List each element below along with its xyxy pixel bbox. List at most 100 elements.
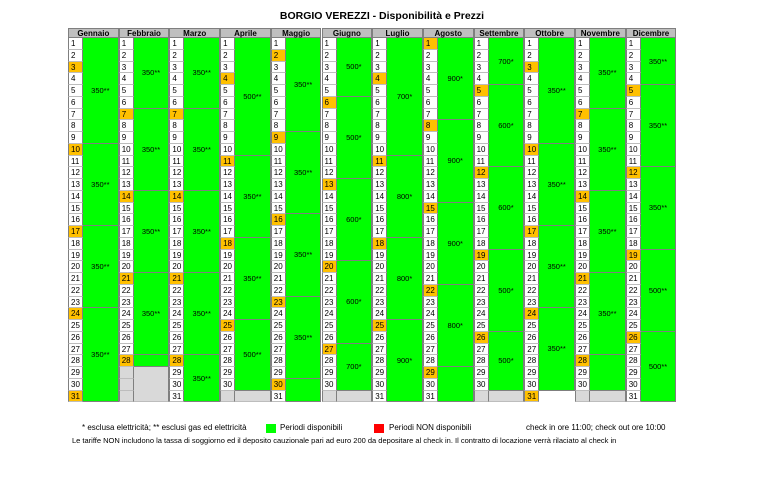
day-aprile-21: 21 (220, 273, 236, 285)
day-giugno-4: 4 (321, 73, 337, 85)
day-maggio-29: 29 (270, 367, 286, 379)
day-agosto-12: 12 (422, 167, 438, 179)
month-header-ottobre: Ottobre (524, 28, 575, 38)
day-ottobre-14: 14 (524, 190, 540, 203)
day-giugno-3: 3 (321, 61, 337, 74)
price-block-dicembre-3: 350** (640, 167, 677, 250)
day-gennaio-21: 21 (68, 273, 83, 285)
day-luglio-7: 7 (372, 108, 388, 121)
day-marzo-11: 11 (169, 155, 185, 168)
day-luglio-22: 22 (372, 284, 388, 297)
price-block-gennaio-3: 350** (83, 226, 119, 309)
day-febbraio-2: 2 (118, 49, 134, 62)
day-febbraio-7: 7 (118, 108, 134, 121)
day-novembre-4: 4 (575, 73, 590, 85)
day-dicembre-12: 12 (625, 167, 641, 179)
day-marzo-17: 17 (169, 226, 185, 238)
price-block-maggio-3: 350** (285, 214, 322, 297)
legend-checkin: check in ore 11:00; check out ore 10:00 (526, 423, 666, 432)
day-giugno-22: 22 (321, 284, 337, 297)
day-settembre-14: 14 (473, 190, 489, 203)
month-header-aprile: Aprile (220, 28, 271, 38)
price-block-luglio-3: 800* (387, 237, 423, 320)
day-dicembre-4: 4 (625, 73, 641, 85)
day-gennaio-26: 26 (68, 331, 83, 344)
day-novembre-21: 21 (575, 273, 590, 285)
price-block-luglio-2: 800* (387, 155, 423, 238)
day-maggio-3: 3 (270, 61, 286, 74)
day-aprile-19: 19 (220, 249, 236, 262)
day-settembre-28: 28 (473, 355, 489, 367)
day-agosto-18: 18 (422, 237, 438, 250)
day-febbraio-16: 16 (118, 214, 134, 226)
day-dicembre-14: 14 (625, 190, 641, 203)
day-aprile-6: 6 (220, 96, 236, 109)
day-maggio-27: 27 (270, 343, 286, 356)
day-gennaio-11: 11 (68, 155, 83, 168)
day-maggio-17: 17 (270, 226, 286, 238)
day-luglio-5: 5 (372, 85, 388, 97)
day-ottobre-22: 22 (524, 284, 540, 297)
day-ottobre-6: 6 (524, 96, 540, 109)
day-aprile-14: 14 (220, 190, 236, 203)
day-marzo-2: 2 (169, 49, 185, 62)
day-gennaio-13: 13 (68, 179, 83, 191)
day-aprile-22: 22 (220, 284, 236, 297)
day-dicembre-17: 17 (625, 226, 641, 238)
day-novembre-23: 23 (575, 296, 590, 309)
day-agosto-10: 10 (422, 143, 438, 156)
day-luglio-29: 29 (372, 367, 388, 379)
day-settembre-20: 20 (473, 261, 489, 273)
empty-day-giugno-31 (321, 390, 337, 403)
day-luglio-14: 14 (372, 190, 388, 203)
day-luglio-16: 16 (372, 214, 388, 226)
day-febbraio-1: 1 (118, 38, 134, 50)
day-febbraio-27: 27 (118, 343, 134, 356)
day-luglio-2: 2 (372, 49, 388, 62)
day-dicembre-7: 7 (625, 108, 641, 121)
day-ottobre-1: 1 (524, 38, 540, 50)
day-dicembre-6: 6 (625, 96, 641, 109)
day-febbraio-26: 26 (118, 331, 134, 344)
day-settembre-30: 30 (473, 378, 489, 391)
day-marzo-6: 6 (169, 96, 185, 109)
day-novembre-22: 22 (575, 284, 590, 297)
day-aprile-9: 9 (220, 132, 236, 144)
day-agosto-7: 7 (422, 108, 438, 121)
day-maggio-9: 9 (270, 132, 286, 144)
day-novembre-12: 12 (575, 167, 590, 179)
day-dicembre-11: 11 (625, 155, 641, 168)
day-luglio-20: 20 (372, 261, 388, 273)
day-settembre-12: 12 (473, 167, 489, 179)
day-novembre-20: 20 (575, 261, 590, 273)
day-novembre-5: 5 (575, 85, 590, 97)
day-febbraio-24: 24 (118, 308, 134, 320)
day-settembre-9: 9 (473, 132, 489, 144)
day-aprile-15: 15 (220, 202, 236, 215)
day-febbraio-25: 25 (118, 320, 134, 332)
day-ottobre-19: 19 (524, 249, 540, 262)
price-block-novembre-3: 350** (590, 190, 626, 273)
day-luglio-24: 24 (372, 308, 388, 320)
day-novembre-14: 14 (575, 190, 590, 203)
day-novembre-18: 18 (575, 237, 590, 250)
day-agosto-1: 1 (422, 38, 438, 50)
page-title: BORGIO VEREZZI - Disponibilità e Prezzi (279, 10, 485, 22)
empty-day-aprile-31 (220, 390, 236, 403)
day-aprile-27: 27 (220, 343, 236, 356)
day-luglio-1: 1 (372, 38, 388, 50)
day-dicembre-28: 28 (625, 355, 641, 367)
price-block-ottobre-4: 350** (539, 308, 575, 391)
empty-day-febbraio-29 (118, 367, 134, 379)
day-agosto-21: 21 (422, 273, 438, 285)
day-luglio-15: 15 (372, 202, 388, 215)
day-luglio-18: 18 (372, 237, 388, 250)
day-agosto-19: 19 (422, 249, 438, 262)
day-dicembre-25: 25 (625, 320, 641, 332)
day-agosto-11: 11 (422, 155, 438, 168)
day-gennaio-12: 12 (68, 167, 83, 179)
price-block-maggio-1: 350** (285, 38, 322, 132)
price-block-gennaio-1: 350** (83, 38, 119, 144)
day-aprile-8: 8 (220, 120, 236, 132)
price-block-novembre-4: 350** (590, 273, 626, 356)
